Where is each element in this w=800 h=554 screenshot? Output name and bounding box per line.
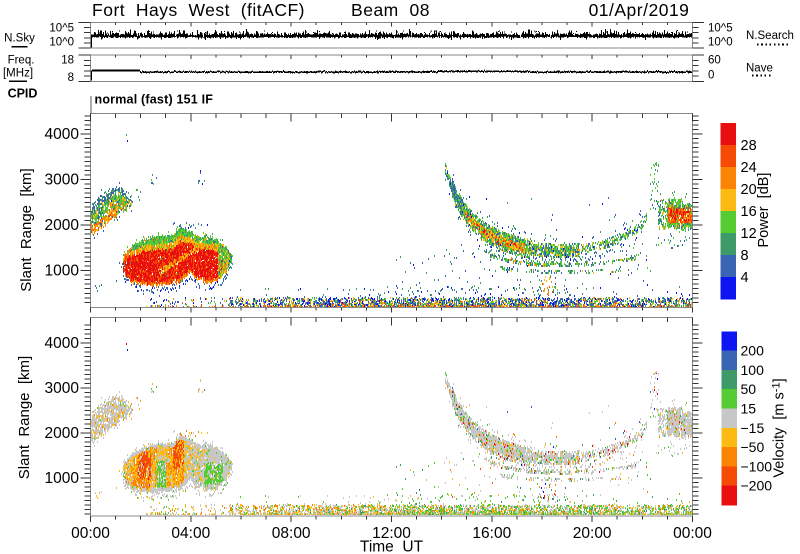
svg-text:18: 18 <box>61 55 74 67</box>
svg-text:60: 60 <box>708 55 721 67</box>
svg-text:N.Search: N.Search <box>746 30 794 42</box>
svg-text:15: 15 <box>741 401 757 417</box>
svg-text:N.Sky: N.Sky <box>4 33 35 45</box>
svg-text:[MHz]: [MHz] <box>3 67 33 79</box>
svg-text:Time UT: Time UT <box>360 539 424 554</box>
svg-text:12:00: 12:00 <box>372 525 411 542</box>
svg-text:Power [dB]: Power [dB] <box>756 173 772 248</box>
svg-text:3000: 3000 <box>45 172 80 189</box>
svg-text:28: 28 <box>741 138 757 154</box>
svg-text:−200: −200 <box>741 478 773 494</box>
svg-text:Beam 08: Beam 08 <box>351 0 430 20</box>
svg-text:10^5: 10^5 <box>708 23 733 35</box>
svg-text:0: 0 <box>708 70 714 82</box>
svg-text:Nave: Nave <box>746 63 773 75</box>
svg-text:1000: 1000 <box>45 470 80 487</box>
svg-text:−15: −15 <box>741 420 765 436</box>
svg-text:1000: 1000 <box>45 263 80 280</box>
svg-text:4000: 4000 <box>45 126 80 143</box>
svg-text:24: 24 <box>741 160 757 176</box>
svg-text:00:00: 00:00 <box>71 525 110 542</box>
svg-text:8: 8 <box>741 248 749 264</box>
svg-text:16: 16 <box>741 204 757 220</box>
svg-text:100: 100 <box>741 362 765 378</box>
svg-text:Slant Range [km]: Slant Range [km] <box>16 356 33 479</box>
svg-text:20: 20 <box>741 182 757 198</box>
svg-text:8: 8 <box>68 72 74 84</box>
svg-text:3000: 3000 <box>45 380 80 397</box>
svg-text:10^0: 10^0 <box>49 37 74 49</box>
svg-text:20:00: 20:00 <box>573 525 612 542</box>
svg-text:200: 200 <box>741 343 765 359</box>
svg-text:08:00: 08:00 <box>272 525 311 542</box>
svg-text:12: 12 <box>741 226 757 242</box>
svg-text:01/Apr/2019: 01/Apr/2019 <box>589 0 690 20</box>
svg-text:Fort Hays West (fitACF): Fort Hays West (fitACF) <box>92 0 305 20</box>
svg-text:10^0: 10^0 <box>708 37 733 49</box>
svg-text:Freq.: Freq. <box>8 55 35 67</box>
svg-text:CPID: CPID <box>8 87 38 101</box>
svg-text:2000: 2000 <box>45 425 80 442</box>
svg-text:00:00: 00:00 <box>673 525 712 542</box>
svg-text:2000: 2000 <box>45 217 80 234</box>
svg-text:16:00: 16:00 <box>472 525 511 542</box>
svg-text:4000: 4000 <box>45 335 80 352</box>
svg-text:−50: −50 <box>741 439 765 455</box>
svg-text:−100: −100 <box>741 458 773 474</box>
svg-text:4: 4 <box>741 270 749 286</box>
svg-text:04:00: 04:00 <box>171 525 210 542</box>
svg-text:50: 50 <box>741 381 757 397</box>
svg-text:normal (fast) 151 IF: normal (fast) 151 IF <box>95 93 214 107</box>
svg-text:Slant Range [km]: Slant Range [km] <box>18 168 35 291</box>
svg-text:Velocity [m s-1]: Velocity [m s-1] <box>771 378 788 477</box>
svg-text:10^5: 10^5 <box>49 23 74 35</box>
